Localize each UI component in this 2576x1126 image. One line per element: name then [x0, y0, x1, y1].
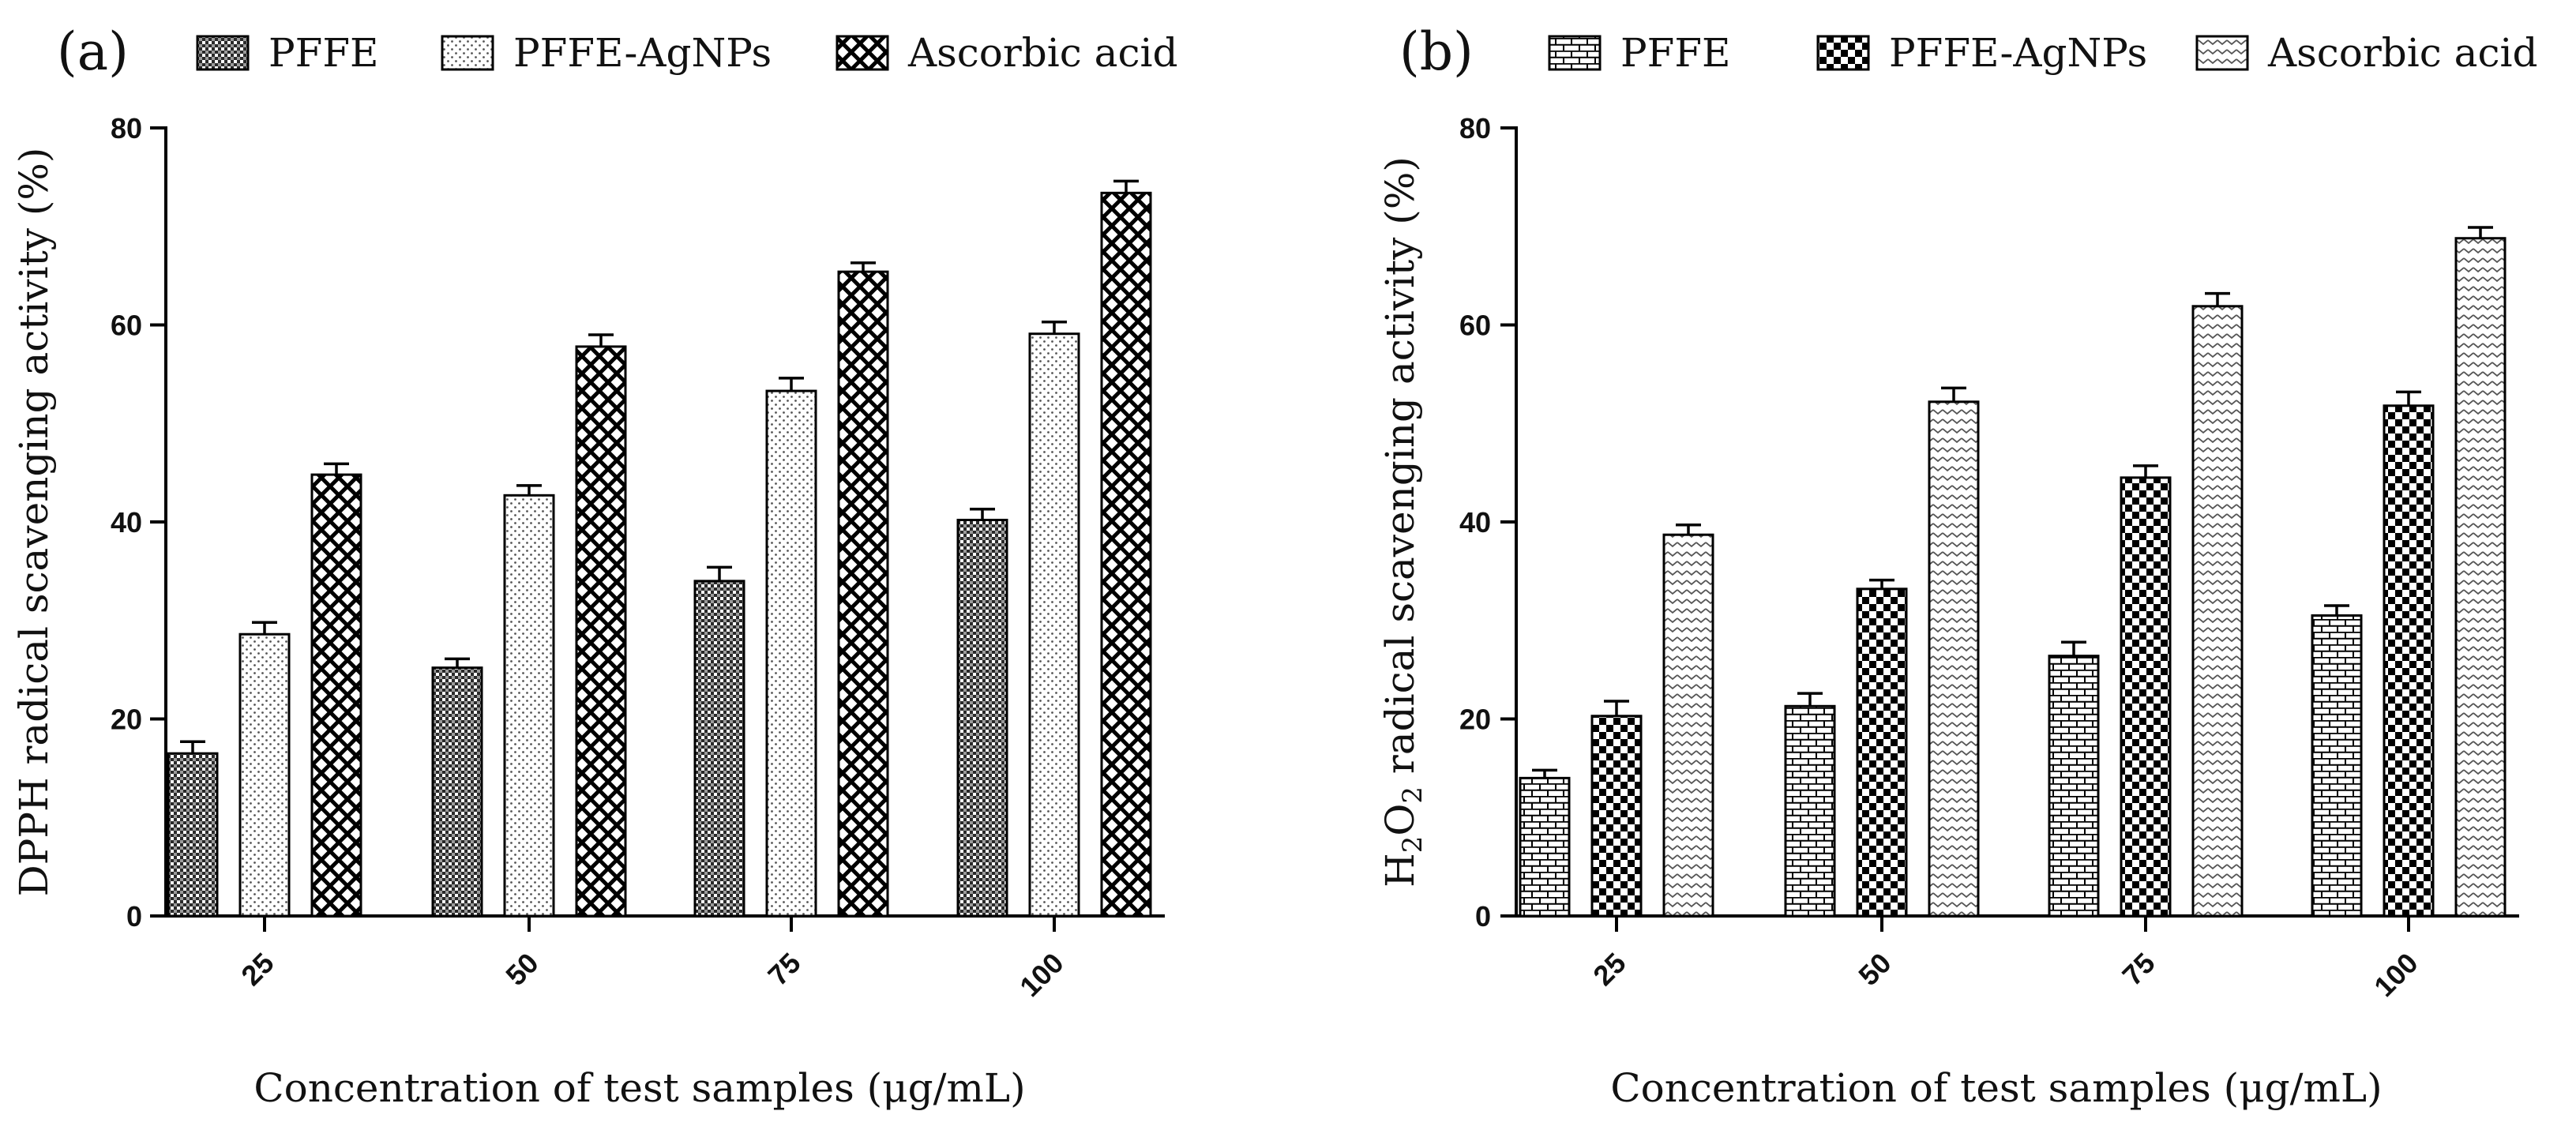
y-axis-title-part: H: [1377, 853, 1423, 888]
bar: [1662, 533, 1714, 918]
y-tick-label: 20: [1459, 704, 1491, 736]
bar: [837, 270, 889, 918]
panel-label: (b): [1399, 21, 1474, 82]
bar: [2048, 655, 2100, 918]
legend-label: Ascorbic acid: [2267, 30, 2537, 76]
bar: [1028, 332, 1080, 918]
x-tick-label: 75: [761, 947, 806, 992]
y-axis-title-subscript: 2: [1397, 836, 1429, 854]
bar: [2191, 305, 2244, 918]
legend-label: PFFE: [268, 30, 379, 76]
y-tick-label: 80: [111, 112, 142, 145]
legend-label: PFFE: [1620, 30, 1731, 76]
bar: [2120, 476, 2172, 918]
y-tick-label: 60: [111, 310, 142, 342]
bar: [1784, 704, 1836, 918]
y-tick-label: 80: [1459, 112, 1491, 145]
bar: [431, 666, 483, 918]
x-axis-title: Concentration of test samples (μg/mL): [253, 1065, 1025, 1111]
legend-label: PFFE-AgNPs: [513, 30, 772, 76]
y-axis-title: H2O2 radical scavenging activity (%): [1377, 156, 1429, 888]
y-axis-title: DPPH radical scavenging activity (%): [11, 148, 57, 897]
x-tick-label: 75: [2116, 947, 2161, 992]
bar: [956, 519, 1008, 918]
legend-swatch: [836, 35, 889, 71]
bar: [1856, 587, 1908, 918]
bar: [1519, 776, 1571, 918]
legend-label: Ascorbic acid: [907, 30, 1177, 76]
y-axis-title-part: O: [1377, 804, 1423, 836]
bar: [1928, 400, 1980, 918]
bar: [167, 752, 219, 918]
y-tick-label: 20: [111, 704, 142, 736]
bar: [1100, 191, 1152, 918]
bar: [1590, 715, 1643, 918]
chart-panel-a: (a) PFFE PFFE-AgNPs Ascorbic acid 0 20 40 60 80 2…: [11, 21, 1177, 1111]
y-tick-label: 40: [1459, 506, 1491, 539]
bar: [503, 494, 555, 918]
y-tick-label: 60: [1459, 310, 1491, 342]
legend-swatch: [441, 35, 494, 71]
x-tick-label: 100: [2368, 947, 2424, 1003]
x-tick-label: 50: [1852, 947, 1897, 992]
x-tick-label: 100: [1013, 947, 1069, 1003]
y-tick-label: 40: [111, 506, 142, 539]
bar: [575, 345, 627, 918]
panel-label: (a): [57, 21, 129, 82]
x-axis-title: Concentration of test samples (μg/mL): [1610, 1065, 2382, 1111]
bar: [2383, 404, 2435, 918]
x-tick-label: 50: [499, 947, 544, 992]
y-axis-title-part: radical scavenging activity (%): [1377, 156, 1423, 786]
bar: [2311, 614, 2363, 918]
y-tick-label: 0: [126, 900, 142, 933]
legend-swatch: [1816, 35, 1870, 71]
x-tick-label: 25: [235, 947, 280, 992]
bar: [238, 632, 291, 918]
legend-swatch: [2195, 35, 2249, 71]
bar: [693, 580, 745, 918]
y-axis-title-subscript: 2: [1397, 786, 1429, 804]
chart-panel-b: (b) PFFE PFFE-AgNPs Ascorbic acid 0 20 40 60 80 2…: [1377, 21, 2537, 1111]
bar: [310, 473, 362, 918]
bar: [2454, 237, 2507, 918]
x-tick-label: 25: [1587, 947, 1632, 992]
legend-swatch: [196, 35, 250, 71]
legend-label: PFFE-AgNPs: [1889, 30, 2147, 76]
legend-swatch: [1548, 35, 1602, 71]
bar: [765, 389, 817, 918]
y-tick-label: 0: [1475, 900, 1491, 933]
